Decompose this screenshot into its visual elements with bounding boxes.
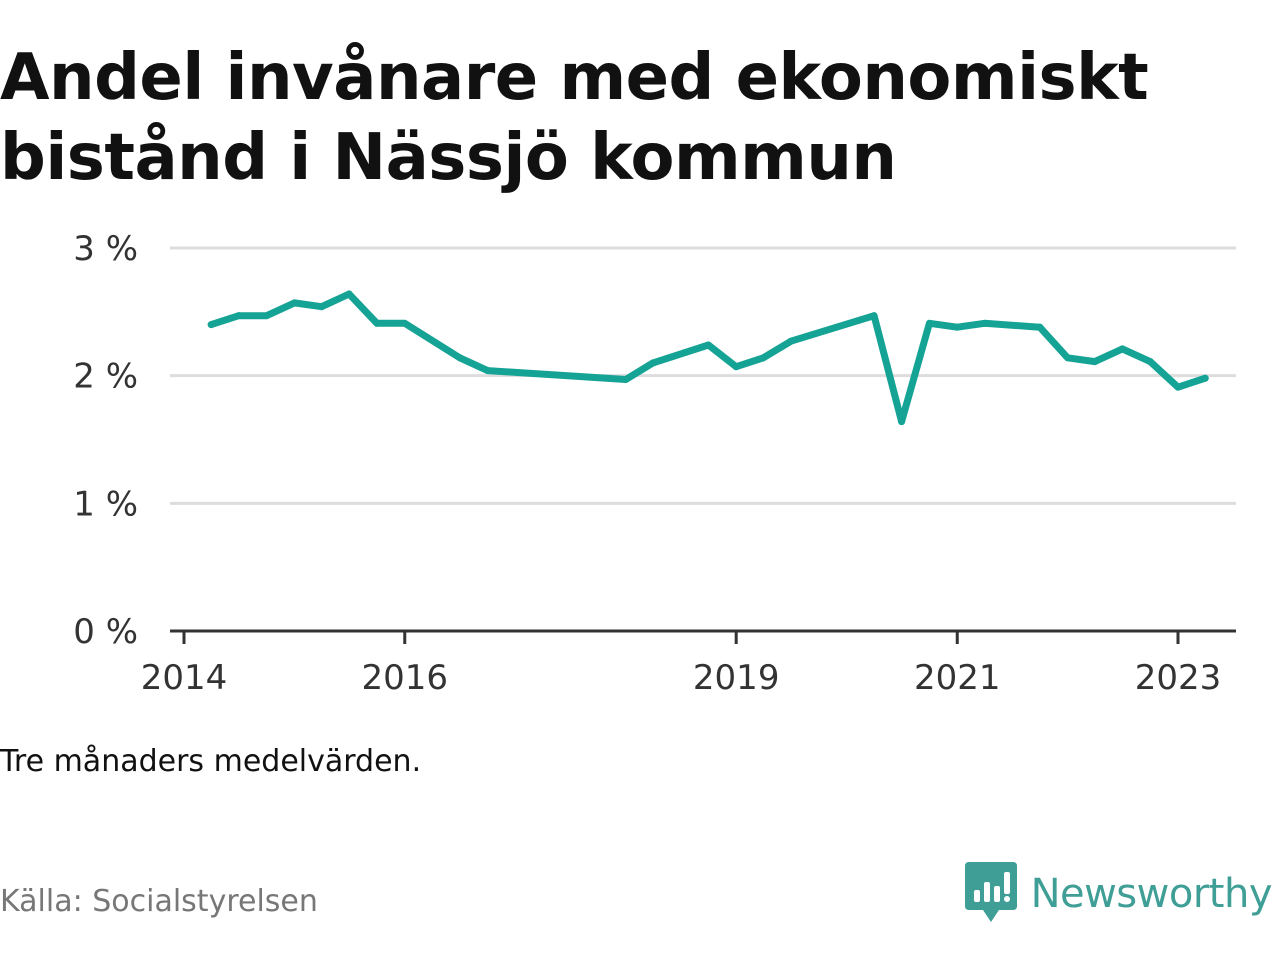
series-layer: [207, 290, 1209, 426]
data-point: [622, 375, 630, 383]
x-tick-label: 2023: [1135, 658, 1222, 698]
y-tick-label: 2 %: [73, 357, 138, 397]
y-tick-label: 1 %: [73, 484, 138, 524]
x-tick-label: 2019: [693, 658, 780, 698]
data-point: [263, 312, 271, 320]
chart-title: Andel invånare med ekonomiskt bistånd i …: [0, 41, 1149, 195]
source-credit: Källa: Socialstyrelsen: [0, 884, 318, 919]
data-point: [207, 321, 215, 329]
y-tick-label: 0 %: [73, 612, 138, 652]
data-point: [1118, 345, 1126, 353]
data-point: [980, 319, 988, 327]
x-tick-label: 2014: [141, 658, 228, 698]
data-point: [1036, 323, 1044, 331]
y-axis-labels: 0 % 1 % 2 % 3 %: [73, 229, 138, 652]
x-tick-label: 2021: [914, 658, 1001, 698]
data-point: [401, 319, 409, 327]
data-point: [870, 312, 878, 320]
data-point: [373, 319, 381, 327]
data-point: [759, 354, 767, 362]
data-point: [1146, 358, 1154, 366]
y-tick-label: 3 %: [73, 229, 138, 269]
brand-name: Newsworthy: [1030, 871, 1273, 917]
bar-chart-badge-icon: [964, 862, 1017, 922]
data-point: [318, 303, 326, 311]
data-point: [1174, 383, 1182, 391]
data-point: [456, 354, 464, 362]
data-point: [484, 367, 492, 375]
data-point: [235, 312, 243, 320]
series-line: [207, 290, 1209, 426]
gridlines: [170, 246, 1236, 505]
x-tick-label: 2016: [361, 658, 448, 698]
data-point: [1064, 354, 1072, 362]
data-point: [732, 363, 740, 371]
data-point: [345, 290, 353, 298]
data-point: [953, 323, 961, 331]
data-point: [925, 319, 933, 327]
data-point: [787, 337, 795, 345]
data-point: [1201, 374, 1209, 382]
data-point: [1091, 358, 1099, 366]
chart-note: Tre månaders medelvärden.: [0, 744, 422, 779]
data-point: [704, 341, 712, 349]
x-axis-labels: 2014 2016 2019 2021 2023: [141, 658, 1222, 698]
brand-logo[interactable]: Newsworthy: [964, 862, 1273, 926]
data-point: [898, 418, 906, 426]
x-axis: [170, 629, 1236, 644]
line-chart: 0 % 1 % 2 % 3 % 2014 2016 2019 2021 2023: [73, 229, 1236, 698]
data-point: [649, 359, 657, 367]
data-point: [290, 299, 298, 307]
